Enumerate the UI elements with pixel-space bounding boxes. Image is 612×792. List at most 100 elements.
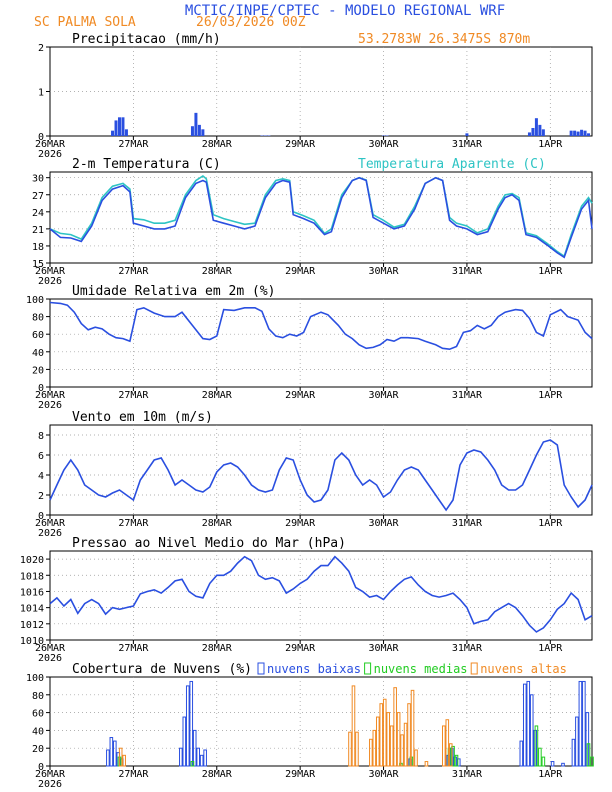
rh-xtick-label: 26MAR [35, 390, 66, 401]
pressure-ytick-label: 1010 [20, 636, 44, 647]
clouds-bar [106, 749, 110, 767]
temp-ytick-label: 18 [32, 242, 44, 253]
clouds-legend-swatch [470, 662, 478, 675]
precip-ytick-label: 0 [38, 132, 44, 143]
clouds-bar [526, 680, 531, 767]
clouds-xtick-label: 30MAR [368, 769, 399, 780]
precip-bar [587, 133, 591, 136]
run-date-label: 26/03/2026 00Z [196, 15, 306, 30]
clouds-xtick-label: 27MAR [118, 769, 149, 780]
temp-xtick-label: 30MAR [368, 266, 399, 277]
pressure-xtick-label: 26MAR [35, 643, 66, 654]
clouds-xtick-label: 29MAR [285, 769, 316, 780]
temp-ytick-label: 27 [32, 191, 44, 202]
precip-bar [124, 129, 128, 136]
clouds-bar [199, 754, 204, 767]
pressure-xtick-sublabel: 2026 [38, 653, 62, 664]
clouds-ytick-label: 20 [32, 744, 44, 755]
clouds-bar [386, 712, 391, 767]
temp-legend-apparent: Temperatura Aparente (C) [358, 157, 546, 172]
clouds-bar [185, 685, 190, 767]
rh-ytick-label: 80 [32, 313, 44, 324]
pressure-frame [49, 550, 593, 641]
precip-bar [583, 130, 587, 136]
wind-xtick-label: 31MAR [452, 518, 483, 529]
clouds-bar [203, 749, 207, 767]
clouds-ytick-label: 80 [32, 691, 44, 702]
precip-bar [534, 118, 538, 136]
pressure-ytick-label: 1016 [20, 587, 44, 598]
clouds-legend-swatch [364, 662, 372, 675]
clouds-bar [196, 747, 200, 767]
wind-frame [49, 424, 593, 516]
precip-xtick-label: 1APR [538, 139, 563, 150]
precip-bar [541, 129, 545, 136]
wind-xtick-label: 27MAR [118, 518, 149, 529]
clouds-bar [122, 754, 126, 767]
wind-ytick-label: 4 [38, 471, 44, 482]
rh-ytick-label: 60 [32, 330, 44, 341]
temp-series-line [49, 175, 593, 258]
precip-bar [117, 117, 121, 136]
clouds-bar [403, 722, 408, 767]
temp-ytick-label: 21 [32, 225, 44, 236]
pressure-ytick-label: 1018 [20, 571, 44, 582]
clouds-bar [582, 680, 586, 767]
precip-xtick-label: 31MAR [452, 139, 483, 150]
clouds-bar [575, 716, 579, 767]
wind-title: Vento em 10m (m/s) [72, 410, 213, 425]
clouds-bar [382, 698, 387, 767]
clouds-bar [442, 725, 446, 767]
precip-bar [114, 120, 118, 136]
temp-xtick-label: 27MAR [118, 266, 149, 277]
clouds-bar [375, 716, 380, 767]
clouds-xtick-label: 26MAR [35, 769, 66, 780]
wind-xtick-label: 1APR [538, 518, 563, 529]
temp-xtick-label: 1APR [538, 266, 563, 277]
clouds-xtick-label: 28MAR [202, 769, 233, 780]
temp-xtick-label: 28MAR [202, 266, 233, 277]
rh-ytick-label: 100 [26, 295, 44, 306]
clouds-bar [534, 725, 539, 767]
rh-xtick-label: 1APR [538, 390, 563, 401]
clouds-bar [113, 740, 117, 767]
temp-title: 2-m Temperatura (C) [72, 157, 221, 172]
precip-xtick-sublabel: 2026 [38, 149, 62, 160]
clouds-legend-label: nuvens medias [374, 662, 468, 676]
clouds-bar [351, 685, 356, 767]
pressure-series-line [49, 555, 593, 633]
precip-xtick-label: 28MAR [202, 139, 233, 150]
rh-series-line [49, 301, 593, 351]
temp-frame [49, 171, 593, 264]
clouds-bar [414, 749, 418, 767]
temp-series-line [49, 176, 593, 259]
clouds-frame [49, 676, 593, 767]
pressure-xtick-label: 31MAR [452, 643, 483, 654]
clouds-xtick-label: 31MAR [452, 769, 483, 780]
rh-frame [49, 298, 593, 388]
clouds-bar [550, 761, 555, 767]
clouds-legend-label: nuvens baixas [267, 662, 361, 676]
coordinates-label: 53.2783W 26.3475S 870m [358, 32, 530, 47]
precip-bar [576, 131, 580, 136]
clouds-bar [519, 740, 524, 767]
wind-series-line [49, 439, 593, 512]
precip-title: Precipitacao (mm/h) [72, 32, 221, 47]
pressure-ytick-label: 1012 [20, 620, 44, 631]
rh-ytick-label: 20 [32, 365, 44, 376]
clouds-bar [189, 680, 194, 767]
clouds-xtick-label: 1APR [538, 769, 563, 780]
rh-title: Umidade Relativa em 2m (%) [72, 284, 276, 299]
rh-xtick-label: 28MAR [202, 390, 233, 401]
clouds-bar [454, 754, 459, 767]
temp-xtick-label: 29MAR [285, 266, 316, 277]
temp-ytick-label: 15 [32, 259, 44, 270]
pressure-title: Pressao ao Nivel Medio do Mar (hPa) [72, 536, 346, 551]
pressure-xtick-label: 27MAR [118, 643, 149, 654]
clouds-bar [369, 738, 373, 767]
precip-xtick-label: 27MAR [118, 139, 149, 150]
clouds-bar [379, 703, 384, 767]
